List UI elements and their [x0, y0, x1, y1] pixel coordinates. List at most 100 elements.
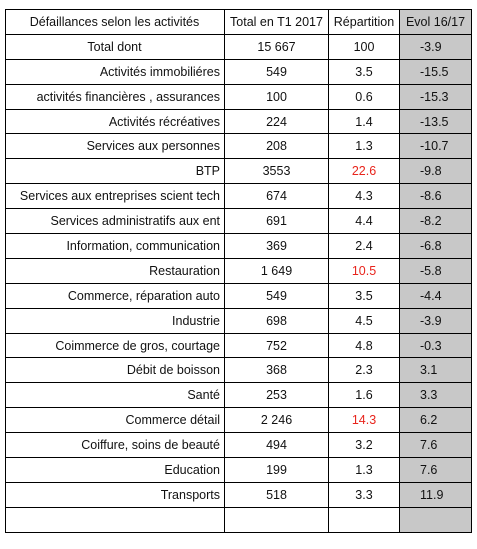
activity-cell[interactable]: Restauration	[5, 257, 225, 284]
total-cell[interactable]: 752	[224, 332, 329, 359]
total-cell[interactable]: 494	[224, 432, 329, 459]
table-body: Total dont 15 667 100 -3.9 Activités immobil…	[5, 33, 472, 533]
total-cell[interactable]: 549	[224, 282, 329, 309]
activity-cell[interactable]: Education	[5, 457, 225, 483]
table-row: Education 199 1.3 7.6	[5, 457, 472, 483]
activity-cell[interactable]: Industrie	[5, 307, 225, 334]
repartition-cell[interactable]: 100	[328, 33, 400, 60]
evol-cell[interactable]: -10.7	[399, 133, 472, 160]
table-row: Coimmerce de gros, courtage 752 4.8 -0.3	[5, 332, 472, 359]
table-row: Santé 253 1.6 3.3	[5, 382, 472, 409]
activity-cell[interactable]	[5, 506, 225, 533]
total-cell[interactable]: 208	[224, 133, 329, 160]
activity-cell[interactable]: Services aux entreprises scient tech	[5, 183, 225, 210]
activity-cell[interactable]: Coiffure, soins de beauté	[5, 432, 225, 459]
activity-cell[interactable]: BTP	[5, 158, 225, 185]
evol-cell[interactable]: -5.8	[399, 257, 472, 284]
header-repartition[interactable]: Répartition	[328, 9, 400, 35]
total-cell[interactable]: 100	[224, 83, 329, 110]
table-row: Activités immobiliéres 549 3.5 -15.5	[5, 58, 472, 85]
total-cell[interactable]: 549	[224, 58, 329, 85]
header-row: Défaillances selon les activités Total e…	[5, 9, 472, 35]
evol-cell[interactable]: -13.5	[399, 108, 472, 135]
total-cell[interactable]: 369	[224, 233, 329, 259]
repartition-cell[interactable]: 3.2	[328, 432, 400, 459]
evol-cell[interactable]: -0.3	[399, 332, 472, 359]
header-total[interactable]: Total en T1 2017	[224, 9, 329, 35]
evol-cell[interactable]: -15.5	[399, 58, 472, 85]
evol-cell[interactable]: 3.3	[399, 382, 472, 409]
activity-cell[interactable]: Commerce détail	[5, 407, 225, 434]
activity-cell[interactable]: Santé	[5, 382, 225, 409]
evol-cell[interactable]: 3.1	[399, 357, 472, 384]
repartition-cell[interactable]: 0.6	[328, 83, 400, 110]
table-row: Débit de boisson 368 2.3 3.1	[5, 357, 472, 384]
repartition-cell[interactable]: 2.3	[328, 357, 400, 384]
repartition-cell[interactable]: 4.3	[328, 183, 400, 210]
evol-cell[interactable]: 6.2	[399, 407, 472, 434]
repartition-cell[interactable]: 4.5	[328, 307, 400, 334]
total-cell[interactable]: 368	[224, 357, 329, 384]
total-cell[interactable]: 691	[224, 208, 329, 235]
evol-cell[interactable]: -9.8	[399, 158, 472, 185]
evol-cell[interactable]: -4.4	[399, 282, 472, 309]
evol-cell[interactable]: 7.6	[399, 457, 472, 483]
total-cell[interactable]: 253	[224, 382, 329, 409]
total-cell[interactable]: 518	[224, 481, 329, 508]
repartition-cell[interactable]: 3.5	[328, 58, 400, 85]
repartition-cell[interactable]: 1.6	[328, 382, 400, 409]
failures-table: Défaillances selon les activités Total e…	[5, 9, 472, 533]
repartition-cell[interactable]: 1.3	[328, 457, 400, 483]
activity-cell[interactable]: Total dont	[5, 33, 225, 60]
activity-cell[interactable]: Information, communication	[5, 233, 225, 259]
repartition-cell[interactable]: 4.4	[328, 208, 400, 235]
table-row: Total dont 15 667 100 -3.9	[5, 33, 472, 60]
activity-cell[interactable]: Activités immobiliéres	[5, 58, 225, 85]
repartition-cell[interactable]	[328, 506, 400, 533]
total-cell[interactable]: 3553	[224, 158, 329, 185]
activity-cell[interactable]: Services administratifs aux ent	[5, 208, 225, 235]
header-activity[interactable]: Défaillances selon les activités	[5, 9, 225, 35]
table-row: Services aux entreprises scient tech 674 4…	[5, 183, 472, 210]
total-cell[interactable]: 15 667	[224, 33, 329, 60]
total-cell[interactable]: 1 649	[224, 257, 329, 284]
repartition-cell[interactable]: 14.3	[328, 407, 400, 434]
evol-cell[interactable]: -3.9	[399, 307, 472, 334]
activity-cell[interactable]: Transports	[5, 481, 225, 508]
repartition-cell[interactable]: 4.8	[328, 332, 400, 359]
activity-cell[interactable]: Activités récréatives	[5, 108, 225, 135]
total-cell[interactable]: 698	[224, 307, 329, 334]
table-row: Transports 518 3.3 11.9	[5, 481, 472, 508]
total-cell[interactable]: 199	[224, 457, 329, 483]
total-cell[interactable]	[224, 506, 329, 533]
repartition-cell[interactable]: 3.5	[328, 282, 400, 309]
activity-cell[interactable]: Débit de boisson	[5, 357, 225, 384]
repartition-cell[interactable]: 1.4	[328, 108, 400, 135]
total-cell[interactable]: 2 246	[224, 407, 329, 434]
evol-cell[interactable]: -15.3	[399, 83, 472, 110]
repartition-cell[interactable]: 2.4	[328, 233, 400, 259]
table-row: Services administratifs aux ent 691 4.4 -8.…	[5, 208, 472, 235]
activity-cell[interactable]: Commerce, réparation auto	[5, 282, 225, 309]
repartition-cell[interactable]: 3.3	[328, 481, 400, 508]
table-row: Services aux personnes 208 1.3 -10.7	[5, 133, 472, 160]
evol-cell[interactable]: 11.9	[399, 481, 472, 508]
evol-cell[interactable]: -6.8	[399, 233, 472, 259]
total-cell[interactable]: 674	[224, 183, 329, 210]
evol-cell[interactable]: -8.6	[399, 183, 472, 210]
evol-cell[interactable]: -3.9	[399, 33, 472, 60]
activity-cell[interactable]: Coimmerce de gros, courtage	[5, 332, 225, 359]
evol-cell[interactable]: -8.2	[399, 208, 472, 235]
repartition-cell[interactable]: 10.5	[328, 257, 400, 284]
table-row: Commerce, réparation auto 549 3.5 -4.4	[5, 282, 472, 309]
activity-cell[interactable]: Services aux personnes	[5, 133, 225, 160]
header-evol[interactable]: Evol 16/17	[399, 9, 472, 35]
table-row: Coiffure, soins de beauté 494 3.2 7.6	[5, 432, 472, 459]
evol-cell[interactable]	[399, 506, 472, 533]
total-cell[interactable]: 224	[224, 108, 329, 135]
evol-cell[interactable]: 7.6	[399, 432, 472, 459]
activity-cell[interactable]: activités financières , assurances	[5, 83, 225, 110]
table-row: Restauration 1 649 10.5 -5.8	[5, 257, 472, 284]
repartition-cell[interactable]: 1.3	[328, 133, 400, 160]
repartition-cell[interactable]: 22.6	[328, 158, 400, 185]
